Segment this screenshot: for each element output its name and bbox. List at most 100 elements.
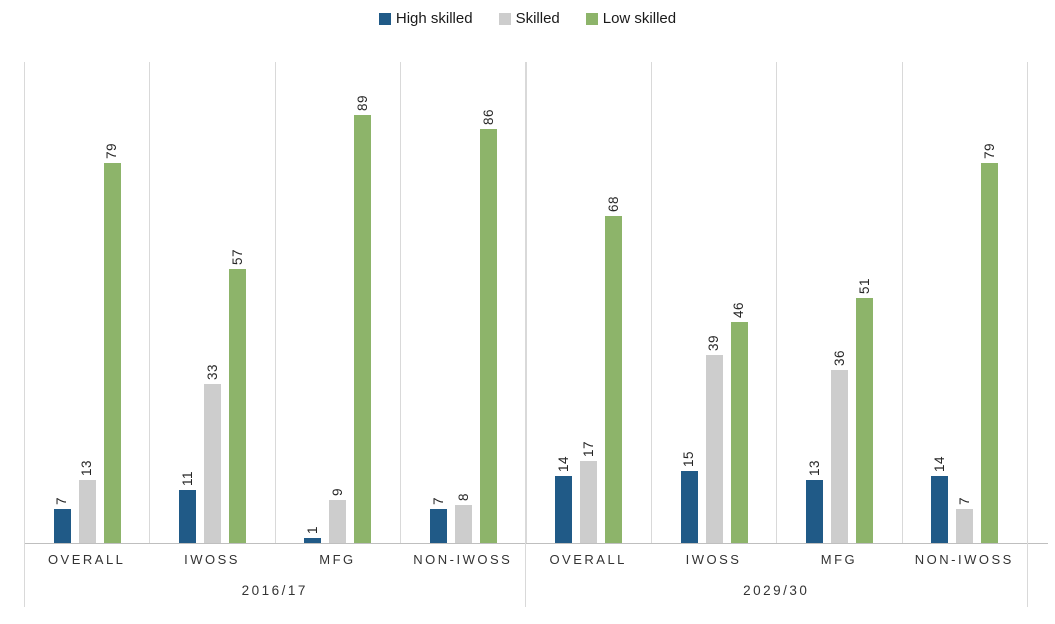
bar-value-label: 51 — [856, 277, 872, 294]
bar-group-skilled: 9 — [329, 62, 347, 543]
bar-value-label: 17 — [580, 440, 596, 457]
bar-value-label: 8 — [455, 492, 471, 501]
bar-group-skilled: 8 — [454, 62, 472, 543]
legend-item-high-skilled: High skilled — [378, 10, 473, 27]
bar-low-skilled — [354, 115, 372, 543]
bar-value-label: 86 — [480, 108, 496, 125]
legend-item-skilled: Skilled — [498, 10, 560, 27]
bar-value-label: 57 — [229, 248, 245, 265]
bar-value-label: 1 — [305, 525, 321, 534]
bar-low-skilled — [605, 216, 623, 543]
legend-swatch-low-skilled — [585, 12, 598, 25]
bar-group-high-skilled: 7 — [429, 62, 447, 543]
category-cell-overall: 14 17 68 — [527, 62, 652, 543]
x-axis-line — [24, 543, 1048, 544]
bar-skilled — [78, 480, 96, 543]
bar-low-skilled — [479, 129, 497, 543]
category-label-mfg: MFG — [319, 552, 356, 567]
bar-value-label: 7 — [54, 496, 70, 505]
category-cell-mfg: 1 9 89 — [276, 62, 402, 543]
bar-value-label: 15 — [681, 450, 697, 467]
bar-value-label: 9 — [330, 487, 346, 496]
bar-value-label: 14 — [555, 455, 571, 472]
bar-group-high-skilled: 7 — [53, 62, 71, 543]
bar-value-label: 39 — [706, 334, 722, 351]
bar-value-label: 14 — [932, 455, 948, 472]
bar-skilled — [705, 355, 723, 543]
bar-skilled — [830, 370, 848, 543]
bar-low-skilled — [855, 298, 873, 543]
bar-high-skilled — [680, 471, 698, 543]
plot-left-border — [24, 62, 25, 607]
plot-area: 7 13 79 11 33 57 1 9 89 7 8 86 14 17 68 15 39 46 13 36 51 14 7… — [24, 62, 1027, 543]
group-axis-labels: 2016/17 2029/30 — [24, 575, 1027, 605]
group-label-2016-17: 2016/17 — [241, 582, 308, 598]
bar-value-label: 79 — [104, 142, 120, 159]
bar-low-skilled — [103, 163, 121, 543]
bar-group-low-skilled: 79 — [103, 62, 121, 543]
bar-group-high-skilled: 15 — [680, 62, 698, 543]
bar-group-skilled: 7 — [956, 62, 974, 543]
bar-value-label: 46 — [731, 301, 747, 318]
bar-value-label: 13 — [79, 459, 95, 476]
bar-value-label: 13 — [806, 459, 822, 476]
bar-high-skilled — [304, 538, 322, 543]
bar-group-low-skilled: 57 — [229, 62, 247, 543]
group-label-2029-30: 2029/30 — [743, 582, 810, 598]
bar-group-high-skilled: 14 — [555, 62, 573, 543]
legend-item-low-skilled: Low skilled — [585, 10, 676, 27]
bar-low-skilled — [730, 322, 748, 543]
bar-skilled — [956, 509, 974, 543]
legend-swatch-high-skilled — [378, 12, 391, 25]
bar-group-low-skilled: 68 — [605, 62, 623, 543]
category-axis-labels: OVERALL IWOSS MFG NON-IWOSS OVERALL IWOSS MFG N… — [24, 544, 1027, 575]
chart-legend: High skilled Skilled Low skilled — [0, 10, 1055, 27]
category-cell-mfg: 13 36 51 — [777, 62, 903, 543]
bar-group-high-skilled: 13 — [805, 62, 823, 543]
category-cell-iwoss: 11 33 57 — [150, 62, 276, 543]
legend-label-high-skilled: High skilled — [395, 10, 473, 27]
category-cell-iwoss: 15 39 46 — [652, 62, 778, 543]
bar-group-low-skilled: 46 — [730, 62, 748, 543]
legend-label-skilled: Skilled — [515, 10, 560, 27]
category-label-non-iwoss: NON-IWOSS — [914, 552, 1014, 567]
bar-group-skilled: 17 — [580, 62, 598, 543]
bar-low-skilled — [229, 269, 247, 543]
bar-group-skilled: 39 — [705, 62, 723, 543]
bar-group-high-skilled: 11 — [179, 62, 197, 543]
group-divider-line — [525, 62, 526, 607]
category-cell-non-iwoss: 14 7 79 — [903, 62, 1027, 543]
bar-high-skilled — [179, 490, 197, 543]
bar-skilled — [329, 500, 347, 543]
category-label-mfg: MFG — [820, 552, 858, 567]
category-cell-non-iwoss: 7 8 86 — [401, 62, 527, 543]
bar-high-skilled — [429, 509, 447, 543]
bar-group-skilled: 33 — [204, 62, 222, 543]
bar-value-label: 7 — [957, 496, 973, 505]
bar-low-skilled — [981, 163, 999, 543]
plot-right-border — [1027, 62, 1028, 607]
bar-high-skilled — [805, 480, 823, 543]
bar-skilled — [204, 384, 222, 543]
bar-value-label: 33 — [204, 363, 220, 380]
category-label-iwoss: IWOSS — [184, 552, 240, 567]
bar-value-label: 79 — [982, 142, 998, 159]
bar-skilled — [454, 505, 472, 543]
category-label-overall: OVERALL — [549, 552, 627, 567]
bar-high-skilled — [555, 476, 573, 543]
bar-high-skilled — [931, 476, 949, 543]
bar-value-label: 7 — [430, 496, 446, 505]
bar-group-low-skilled: 79 — [981, 62, 999, 543]
bar-group-skilled: 13 — [78, 62, 96, 543]
bar-group-high-skilled: 14 — [931, 62, 949, 543]
category-cell-overall: 7 13 79 — [25, 62, 151, 543]
bar-group-skilled: 36 — [830, 62, 848, 543]
bar-skilled — [580, 461, 598, 543]
bar-value-label: 11 — [179, 470, 195, 486]
bar-value-label: 36 — [831, 349, 847, 366]
category-label-overall: OVERALL — [47, 552, 126, 567]
bar-value-label: 89 — [355, 94, 371, 111]
bar-group-low-skilled: 89 — [354, 62, 372, 543]
legend-swatch-skilled — [498, 12, 511, 25]
